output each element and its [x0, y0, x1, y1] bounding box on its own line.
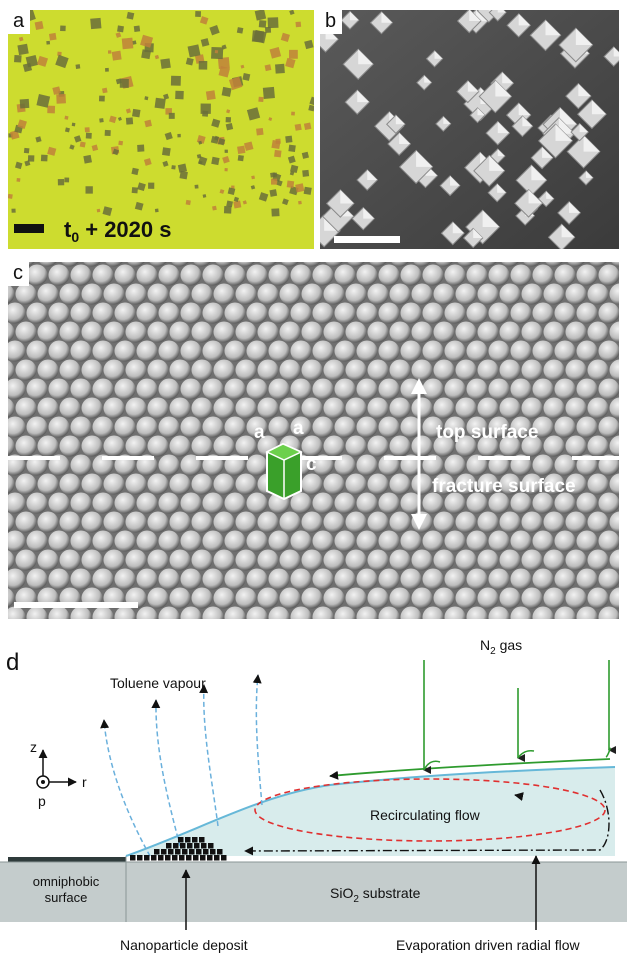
nanoparticle-deposit-label: Nanoparticle deposit [120, 937, 248, 953]
sem-crystals-image [320, 10, 619, 249]
panel-d-label: d [6, 649, 19, 676]
omniphobic-line1: omniphobic [33, 874, 100, 889]
droplet [126, 767, 615, 856]
n2-gas-arrows [423, 660, 616, 774]
radial-flow-arrow [244, 789, 610, 856]
axis-c-label: c [306, 454, 317, 475]
panel-a-optical-micrograph: t0 + 2020 s a [8, 10, 314, 249]
axis-a2-label: a [293, 418, 304, 439]
fracture-surface-label: fracture surface [432, 476, 576, 497]
toluene-vapour-label: Toluene vapour [110, 675, 206, 691]
axis-p-label: p [38, 793, 46, 809]
panel-b-sem-image: b [320, 10, 619, 249]
panel-b-label: b [320, 10, 343, 34]
recirculating-flow-label: Recirculating flow [370, 807, 481, 823]
nanoparticle-deposit [130, 837, 227, 861]
panel-c-label: c [8, 262, 29, 286]
recirculation-loop [254, 778, 606, 842]
droplet-interface [125, 766, 616, 857]
axis-r-label: r [82, 774, 87, 790]
omniphobic-coating [8, 857, 126, 862]
axis-a1-label: a [254, 422, 265, 443]
panel-d-schematic: z r p d Toluene vapour N2 gas Recirculat… [0, 637, 627, 953]
substrate-label: SiO2 substrate [330, 885, 421, 905]
top-surface-label: top surface [436, 422, 538, 443]
panel-c-sem-close-up: a a c top surface fracture surface c [8, 262, 619, 619]
n2-gas-label: N2 gas [480, 637, 522, 657]
timestamp-label: t0 + 2020 s [64, 217, 172, 245]
axis-indicator: z r p [30, 739, 87, 809]
sio2-substrate [0, 862, 627, 922]
toluene-vapour-arrows [100, 674, 263, 857]
axis-z-label: z [30, 739, 37, 755]
optical-micrograph-image: t0 + 2020 s [8, 10, 314, 245]
interface-flow-arrow [329, 758, 611, 780]
panel-a-label: a [8, 10, 31, 34]
omniphobic-line2: surface [45, 890, 88, 905]
evaporation-flow-label: Evaporation driven radial flow [396, 937, 581, 953]
